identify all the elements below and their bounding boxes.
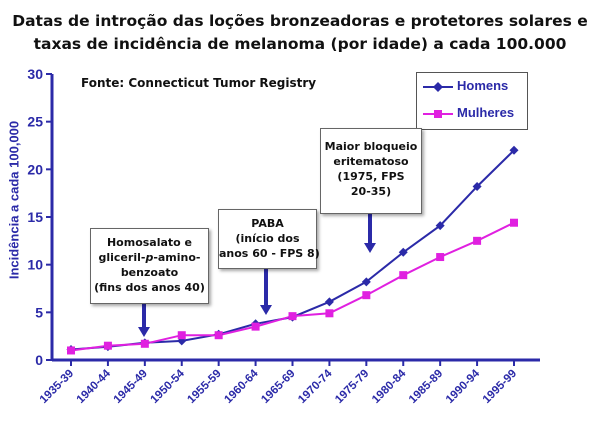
- x-tick-label: 1990-94: [444, 367, 483, 406]
- chart-title: Datas de introção das loções bronzeadora…: [0, 10, 600, 56]
- x-tick-label: 1980-84: [370, 367, 409, 406]
- annotation-3-arrow-head: [364, 243, 376, 253]
- data-point-mulheres: [67, 346, 75, 355]
- data-point-mulheres: [214, 331, 223, 340]
- annotation-2-line-2: (início dos: [235, 232, 300, 245]
- y-tick-label: 20: [27, 161, 43, 177]
- y-tick-label: 10: [27, 257, 43, 273]
- annotation-3-line-2: eritematoso: [333, 155, 409, 168]
- data-point-mulheres: [362, 291, 371, 300]
- legend-label-homens: Homens: [457, 78, 509, 93]
- x-tick-label: 1950-54: [149, 367, 188, 406]
- legend-item-homens: Homens: [417, 76, 527, 98]
- x-tick-label: 1960-64: [222, 367, 261, 406]
- annotation-box-bloqueio: Maior bloqueio eritematoso (1975, FPS 20…: [320, 128, 422, 214]
- annotation-arrows: [138, 213, 376, 337]
- x-tick-label: 1970-74: [296, 367, 335, 406]
- annotation-1-line-1: Homosalato e: [106, 236, 193, 249]
- chart-title-line-1: Datas de introção das loções bronzeadora…: [12, 12, 588, 30]
- x-tick-label: 1945-49: [112, 368, 150, 406]
- annotation-3-line-1: Maior bloqueio: [324, 140, 418, 153]
- data-point-homens: [472, 181, 482, 191]
- annotation-box-paba: PABA (início dos anos 60 - FPS 8): [218, 209, 320, 269]
- legend-swatch-mulheres: [423, 110, 453, 118]
- data-point-homens: [398, 247, 408, 257]
- x-tick-label: 1935-39: [38, 368, 76, 406]
- legend-label-mulheres: Mulheres: [457, 105, 515, 120]
- annotation-1-line-2: gliceril-p-amino-: [98, 251, 201, 264]
- chart-source: Fonte: Connecticut Tumor Registry: [81, 76, 317, 90]
- y-tick-label: 5: [35, 304, 43, 320]
- annotation-3-line-3: (1975, FPS: [337, 170, 405, 183]
- x-tick-label: 1955-59: [185, 368, 223, 406]
- data-point-mulheres: [103, 341, 112, 350]
- data-point-homens: [324, 297, 334, 307]
- annotation-2-line-3: anos 60 - FPS 8): [219, 247, 320, 260]
- y-tick-label: 15: [27, 209, 43, 225]
- y-tick-label: 30: [27, 66, 43, 82]
- data-point-mulheres: [399, 271, 408, 280]
- annotation-3-line-4: 20-35): [350, 185, 392, 198]
- data-point-mulheres: [288, 312, 297, 321]
- annotation-2-arrow-head: [260, 305, 272, 315]
- data-point-mulheres: [473, 236, 482, 245]
- x-tick-label: 1965-69: [259, 368, 297, 406]
- annotation-1-line-3: benzoato: [120, 266, 179, 279]
- chart-title-line-2: taxas de incidência de melanoma (por ida…: [33, 35, 567, 53]
- data-point-mulheres: [251, 322, 260, 331]
- y-ticks: 0 5 10 15 20 25 30: [27, 66, 52, 368]
- data-point-homens: [509, 145, 519, 155]
- y-tick-label: 0: [35, 352, 43, 368]
- annotation-1-arrow-head: [138, 327, 150, 337]
- data-point-homens: [435, 221, 445, 231]
- annotation-box-homosalato: Homosalato e gliceril-p-amino- benzoato …: [90, 228, 209, 304]
- x-ticks: 1935-391940-441945-491950-541955-591960-…: [38, 360, 519, 406]
- legend-item-mulheres: Mulheres: [417, 103, 527, 125]
- x-tick-label: 1985-89: [407, 368, 445, 406]
- data-point-mulheres: [510, 218, 518, 227]
- data-point-mulheres: [177, 331, 186, 340]
- legend: Homens Mulheres: [416, 72, 528, 130]
- data-point-mulheres: [325, 309, 334, 318]
- x-tick-label: 1940-44: [75, 367, 114, 406]
- y-tick-label: 25: [27, 114, 43, 130]
- x-tick-label: 1975-79: [333, 368, 371, 406]
- data-point-homens: [361, 277, 371, 287]
- series-markers: [66, 145, 519, 355]
- annotation-2-line-1: PABA: [251, 217, 284, 230]
- data-point-mulheres: [140, 339, 149, 348]
- legend-swatch-homens: [423, 82, 453, 92]
- data-point-mulheres: [436, 253, 445, 262]
- annotation-1-line-4: (fins dos anos 40): [94, 281, 205, 294]
- x-tick-label: 1995-99: [481, 368, 519, 406]
